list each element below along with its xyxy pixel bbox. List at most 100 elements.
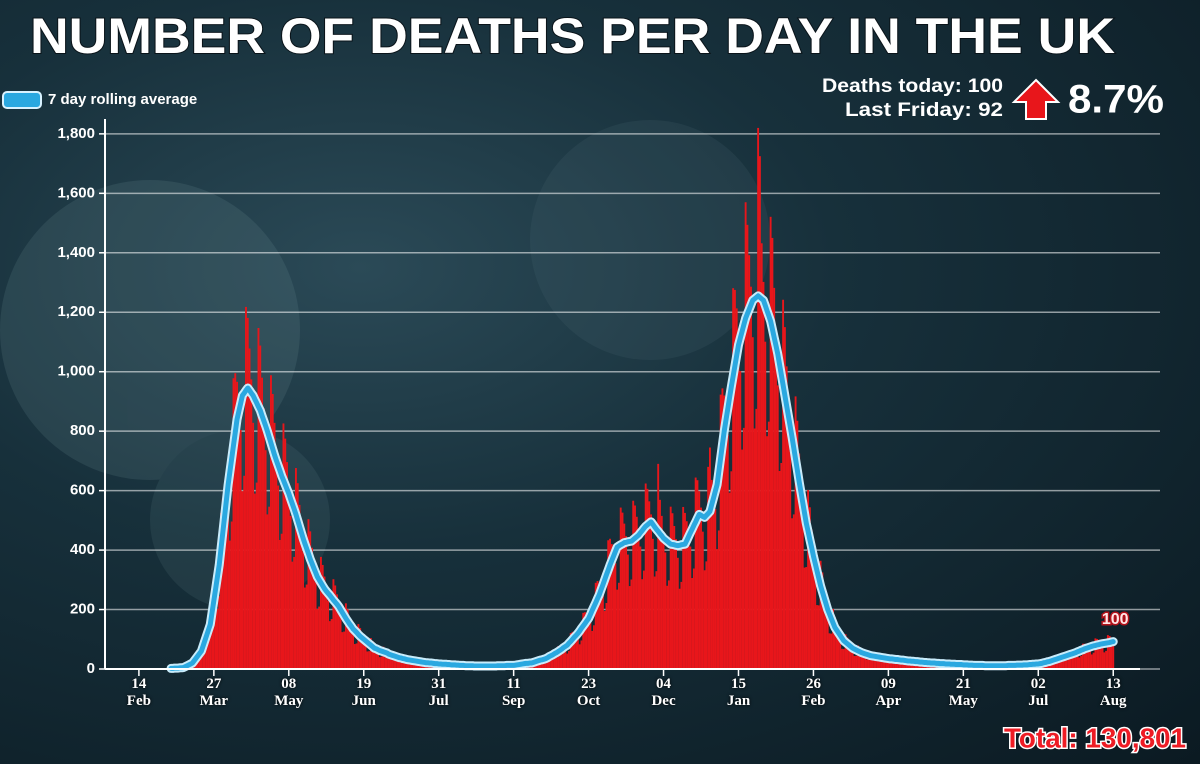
bar [1087, 646, 1090, 669]
bar [750, 286, 752, 669]
x-tick-label: 23 Oct [576, 676, 601, 709]
bar [828, 633, 831, 669]
bar [361, 633, 363, 669]
bar [689, 546, 692, 669]
bar [591, 630, 594, 669]
bar [739, 371, 742, 669]
bar [1106, 635, 1109, 669]
bar [237, 398, 240, 669]
bar [767, 421, 770, 669]
bar [619, 507, 622, 669]
bar [596, 581, 599, 669]
bar [334, 585, 337, 669]
bar [700, 507, 702, 669]
bar [746, 224, 749, 670]
bar [842, 649, 845, 669]
x-tick-label: 21 May [948, 676, 978, 709]
y-tick-label: 400 [70, 541, 95, 558]
bar [328, 621, 331, 669]
bar [741, 449, 744, 669]
bar [726, 434, 729, 669]
x-tick-label: 27 Mar [199, 676, 228, 709]
bar [837, 630, 840, 669]
bar [330, 619, 333, 669]
bar [385, 650, 388, 669]
end-label: 100 [1102, 611, 1129, 628]
bar [582, 612, 585, 669]
bar [871, 652, 874, 669]
bar [1112, 639, 1115, 669]
bar [805, 567, 808, 669]
bar [271, 394, 274, 669]
bar [889, 659, 892, 669]
bar [1051, 661, 1054, 669]
bar [562, 646, 565, 669]
bar [812, 550, 815, 669]
bar [728, 492, 731, 669]
bar [653, 576, 656, 669]
bar [359, 627, 362, 669]
bar [855, 655, 858, 669]
bar [716, 549, 719, 669]
x-tick-label: 19 Jun [351, 676, 376, 709]
bar [275, 449, 278, 669]
bar [687, 530, 690, 669]
bar [375, 647, 378, 669]
bar [833, 616, 836, 669]
bar [637, 528, 640, 669]
bar [568, 650, 570, 669]
bar [280, 533, 283, 669]
bar [578, 644, 581, 669]
line [168, 293, 1116, 671]
bar [810, 529, 813, 669]
bar [585, 613, 588, 669]
bar [560, 646, 563, 669]
bar [735, 308, 738, 669]
bar [400, 657, 403, 669]
bar [605, 603, 608, 669]
last-friday: Last Friday: 92 [845, 100, 1003, 121]
bar [823, 586, 826, 669]
bar [246, 317, 249, 669]
bar [373, 644, 376, 669]
bar [1094, 638, 1097, 669]
bar [915, 664, 918, 669]
bar [1065, 660, 1068, 669]
bar [398, 655, 401, 669]
bar [880, 660, 883, 669]
bar [678, 588, 681, 669]
bar [801, 519, 804, 669]
bar [350, 624, 353, 669]
bar [557, 646, 560, 669]
bar [268, 506, 271, 669]
bar [584, 612, 586, 669]
bar [775, 329, 777, 669]
bar [694, 477, 697, 669]
bar [278, 539, 281, 669]
bar [223, 493, 226, 669]
bar [336, 594, 338, 669]
bar [662, 531, 665, 669]
bar [710, 479, 713, 669]
bar [723, 395, 726, 669]
bar [730, 471, 733, 669]
bar [550, 655, 553, 669]
bar [660, 515, 663, 669]
bar [816, 605, 818, 669]
bar [600, 585, 603, 669]
bar [832, 608, 835, 669]
bar [635, 516, 638, 669]
bar [580, 640, 583, 669]
bar [575, 633, 578, 669]
bar [384, 648, 387, 669]
bar [368, 651, 371, 669]
bar [318, 606, 321, 669]
bar [675, 539, 677, 669]
bar [807, 490, 810, 669]
bar [835, 624, 838, 669]
bar [692, 568, 695, 669]
bar [566, 653, 569, 669]
bar [673, 526, 676, 669]
bar [732, 288, 735, 669]
